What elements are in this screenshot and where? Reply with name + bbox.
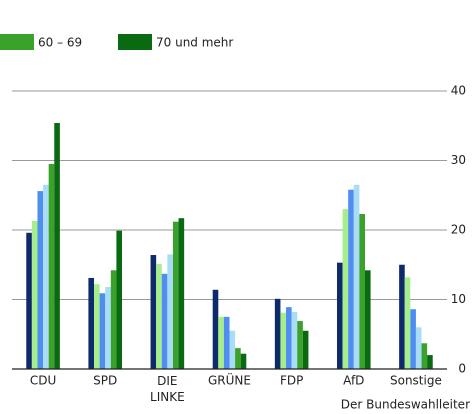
bar: [99, 293, 106, 369]
bar: [88, 277, 95, 369]
bar: [37, 191, 44, 369]
legend-swatch: [118, 34, 152, 50]
bar: [286, 307, 292, 369]
bar: [342, 209, 349, 369]
y-tick-label: 10: [451, 292, 466, 306]
bar: [399, 264, 405, 369]
legend-label: 60 – 69: [38, 36, 82, 50]
legend-label: 70 und mehr: [156, 36, 233, 50]
x-tick-label: AfD: [343, 374, 364, 388]
bar: [297, 321, 303, 369]
bar: [415, 327, 422, 369]
bar: [48, 163, 55, 369]
bar: [280, 312, 287, 369]
bar: [167, 254, 173, 369]
bar: [161, 273, 168, 369]
y-tick-label: 30: [451, 153, 466, 167]
x-tick-label: FDP: [280, 374, 303, 388]
bar: [212, 289, 219, 369]
bar: [240, 353, 247, 369]
bar: [94, 284, 100, 369]
bar: [150, 255, 157, 369]
y-tick-label: 20: [451, 223, 466, 237]
y-tick-label: 40: [451, 84, 466, 98]
bar: [348, 189, 354, 369]
bar: [54, 122, 60, 369]
bar: [156, 264, 162, 369]
bar: [172, 221, 179, 369]
source: Der Bundeswahlleiter: [341, 398, 470, 412]
bar: [229, 330, 236, 369]
bar: [218, 316, 224, 369]
bar: [353, 184, 360, 369]
bar: [235, 348, 241, 369]
bar: [291, 312, 298, 369]
x-tick-label: DIE LINKE: [150, 374, 185, 404]
bar: [421, 343, 428, 369]
bar: [178, 218, 185, 369]
x-tick-label: GRÜNE: [208, 372, 251, 388]
legend-swatch: [0, 34, 34, 50]
bar: [105, 286, 111, 369]
bar: [364, 270, 371, 369]
bar: [427, 355, 433, 369]
x-tick-label: Sonstige: [390, 374, 442, 388]
bar: [274, 298, 281, 369]
bar: [116, 230, 123, 369]
bar: [110, 270, 117, 369]
x-tick-label: CDU: [30, 374, 56, 388]
bar: [336, 262, 343, 369]
bar: [43, 184, 49, 369]
x-tick-label: SPD: [93, 374, 117, 388]
y-tick-label: 0: [458, 362, 466, 376]
bar: [223, 316, 230, 369]
bar: [302, 330, 309, 369]
bar: [404, 277, 411, 369]
bar: [410, 309, 416, 369]
bar: [26, 232, 32, 369]
bar: [359, 214, 365, 369]
bar: [31, 220, 38, 369]
